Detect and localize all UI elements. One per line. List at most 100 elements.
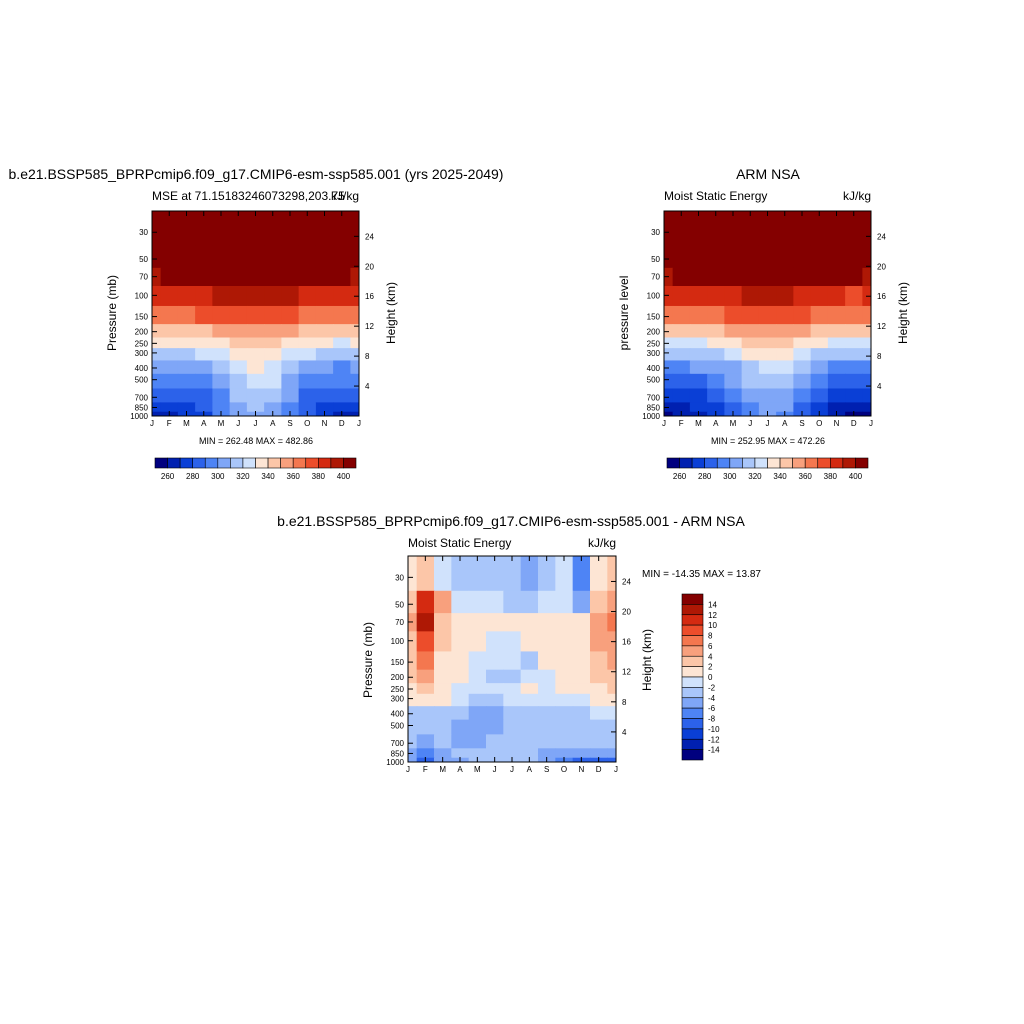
heatmap-cell — [827, 211, 846, 247]
heatmap-cell — [572, 693, 591, 707]
heatmap-cell — [689, 285, 708, 307]
heatmap-cell — [758, 324, 777, 339]
y-tick-right-label: 12 — [622, 668, 631, 677]
heatmap-cell — [793, 348, 812, 362]
y-axis-label: pressure level — [617, 276, 631, 351]
heatmap-cell — [229, 360, 248, 375]
heatmap-cell — [689, 245, 708, 269]
y-tick-label: 100 — [647, 291, 661, 300]
heatmap-cell — [707, 402, 725, 413]
colorbar-box — [681, 666, 704, 678]
heatmap-cell — [724, 348, 743, 362]
heatmap-cell — [810, 348, 829, 362]
heatmap-cell — [689, 267, 708, 287]
heatmap-cell — [664, 360, 674, 375]
y-tick-right-label: 8 — [622, 698, 627, 707]
heatmap-cell — [862, 245, 871, 269]
heatmap-cell — [434, 651, 452, 671]
heatmap-cell — [724, 373, 743, 390]
heatmap-cell — [776, 324, 794, 339]
colorbar-label: 0 — [708, 673, 713, 682]
heatmap-cell — [298, 211, 317, 247]
y-tick-right-label: 20 — [622, 608, 631, 617]
heatmap-cell — [555, 631, 574, 653]
heatmap-cell — [590, 719, 608, 735]
heatmap-cell — [229, 267, 248, 287]
colorbar-label: 260 — [161, 472, 175, 481]
heatmap-cell — [758, 402, 777, 413]
heatmap-cell — [451, 683, 470, 695]
heatmap-cell — [590, 683, 608, 695]
heatmap-cell — [555, 669, 574, 684]
heatmap-cell — [520, 748, 539, 759]
heatmap-cell — [689, 388, 708, 403]
y-tick-label: 200 — [391, 673, 405, 682]
y-tick-label: 250 — [391, 685, 405, 694]
heatmap-cell — [298, 348, 317, 362]
heatmap-cell — [503, 706, 522, 721]
heatmap-cell — [298, 373, 317, 390]
heatmap-cell — [664, 348, 674, 362]
heatmap-cell — [827, 360, 846, 375]
heatmap-cell — [758, 373, 777, 390]
heatmap-cell — [572, 590, 591, 614]
heatmap-cell — [520, 719, 539, 735]
heatmap-cell — [451, 706, 470, 721]
heatmap-cell — [264, 337, 282, 349]
heatmap-cell — [281, 360, 300, 375]
heatmap-cell — [707, 211, 725, 247]
heatmap-cell — [160, 360, 179, 375]
heatmap-cell — [160, 348, 179, 362]
x-tick-label: A — [457, 765, 463, 774]
heatmap-cell — [776, 348, 794, 362]
heatmap-cell — [451, 556, 470, 592]
colorbar-label: 280 — [698, 472, 712, 481]
colorbar-box — [681, 718, 704, 730]
heatmap-cell — [229, 348, 248, 362]
heatmap-cell — [758, 285, 777, 307]
heatmap-cell — [195, 360, 213, 375]
heatmap-cell — [707, 360, 725, 375]
y-tick-right-label: 24 — [365, 232, 374, 241]
heatmap-cell — [810, 245, 829, 269]
y-tick-label: 30 — [651, 228, 660, 237]
x-tick-label: M — [218, 419, 225, 428]
heatmap-cell — [664, 245, 674, 269]
heatmap-cell — [212, 360, 231, 375]
heatmap-cell — [503, 719, 522, 735]
heatmap-cell — [590, 748, 608, 759]
heatmap-cell — [555, 719, 574, 735]
colorbar-box — [242, 457, 256, 469]
heatmap-cell — [451, 590, 470, 614]
heatmap-cell — [195, 267, 213, 287]
heatmap-cell — [793, 337, 812, 349]
heatmap-cell — [707, 245, 725, 269]
heatmap-cell — [315, 388, 334, 403]
colorbar-box — [681, 614, 704, 626]
heatmap-cell — [434, 590, 452, 614]
heatmap-cell — [298, 324, 317, 339]
panel-left-label: MSE at 71.15183246073298,203.75 — [152, 189, 345, 203]
heatmap-cell — [689, 211, 708, 247]
heatmap-cell — [607, 719, 616, 735]
heatmap-cells — [664, 211, 871, 416]
heatmap-cell — [590, 651, 608, 671]
heatmap-cell — [212, 305, 231, 325]
heatmap-cell — [503, 683, 522, 695]
heatmap-cell — [827, 402, 846, 413]
heatmap-cell — [707, 305, 725, 325]
heatmap-cell — [862, 211, 871, 247]
y-tick-label: 850 — [135, 403, 149, 412]
y-tick-label: 850 — [391, 749, 405, 758]
heatmap-cell — [434, 556, 452, 592]
heatmap-cell — [845, 285, 863, 307]
heatmap-cell — [195, 348, 213, 362]
y-tick-label: 100 — [391, 637, 405, 646]
heatmap-cell — [408, 693, 418, 707]
heatmap-cell — [246, 373, 265, 390]
y-tick-right-label: 8 — [365, 352, 370, 361]
y-tick-right-label: 20 — [877, 262, 886, 271]
heatmap-cell — [793, 360, 812, 375]
heatmap-cell — [724, 402, 743, 413]
heatmap-cell — [664, 388, 674, 403]
